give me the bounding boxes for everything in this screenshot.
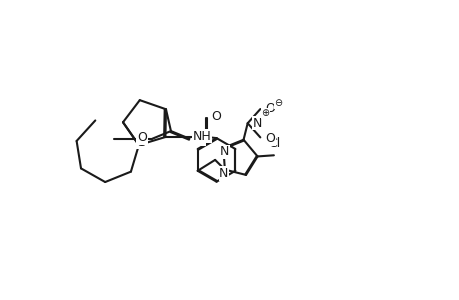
Text: O: O xyxy=(265,102,274,115)
Text: ⊕: ⊕ xyxy=(261,108,269,118)
Text: NH: NH xyxy=(192,130,211,142)
Text: Cl: Cl xyxy=(267,137,280,150)
Text: O: O xyxy=(211,110,221,123)
Text: O: O xyxy=(137,131,147,144)
Text: N: N xyxy=(219,146,229,158)
Text: N: N xyxy=(219,167,228,180)
Text: ⊖: ⊖ xyxy=(274,98,282,108)
Text: O: O xyxy=(195,132,205,145)
Text: O: O xyxy=(265,132,274,145)
Text: S: S xyxy=(136,136,145,148)
Text: N: N xyxy=(252,117,262,130)
